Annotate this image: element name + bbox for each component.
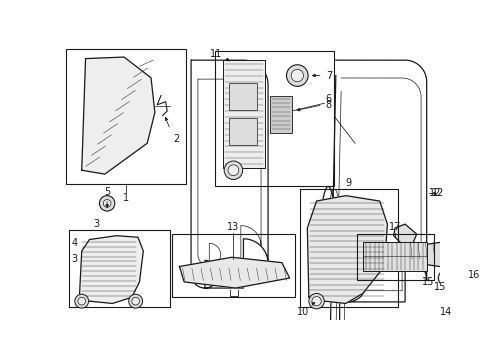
Circle shape xyxy=(224,161,243,180)
Polygon shape xyxy=(403,237,482,270)
Circle shape xyxy=(438,270,454,286)
Circle shape xyxy=(309,293,324,309)
Text: 4: 4 xyxy=(72,238,78,248)
Text: 5: 5 xyxy=(104,187,110,197)
Text: 6: 6 xyxy=(326,94,332,104)
Text: 15: 15 xyxy=(434,282,446,292)
Circle shape xyxy=(75,294,89,308)
Text: 7: 7 xyxy=(326,71,332,81)
Text: 1: 1 xyxy=(122,193,129,203)
Circle shape xyxy=(312,297,321,306)
Circle shape xyxy=(132,297,140,305)
Polygon shape xyxy=(307,195,388,303)
Polygon shape xyxy=(82,57,155,174)
Text: 13: 13 xyxy=(227,222,240,232)
Bar xyxy=(270,95,292,132)
Circle shape xyxy=(129,294,143,308)
Circle shape xyxy=(228,165,239,176)
Text: 10: 10 xyxy=(296,306,309,316)
Circle shape xyxy=(442,274,450,282)
Text: 12: 12 xyxy=(432,188,444,198)
Text: 8: 8 xyxy=(326,100,332,110)
Bar xyxy=(66,49,186,184)
Bar xyxy=(229,118,257,145)
Circle shape xyxy=(291,69,303,82)
Text: 3: 3 xyxy=(72,254,78,264)
Circle shape xyxy=(287,65,308,86)
Text: 2: 2 xyxy=(173,134,179,144)
Circle shape xyxy=(103,199,111,207)
Text: 17: 17 xyxy=(389,222,401,232)
Text: 9: 9 xyxy=(346,178,352,188)
Polygon shape xyxy=(79,236,143,303)
Bar xyxy=(69,230,171,306)
Bar xyxy=(172,234,295,297)
Text: 12: 12 xyxy=(429,188,441,198)
Bar xyxy=(357,234,434,280)
Polygon shape xyxy=(179,257,290,288)
Polygon shape xyxy=(393,224,416,247)
Bar xyxy=(222,60,265,168)
Text: 3: 3 xyxy=(93,219,99,229)
Text: 14: 14 xyxy=(440,306,452,316)
Bar xyxy=(300,189,398,306)
Bar xyxy=(363,242,427,271)
Bar xyxy=(229,83,257,110)
Bar xyxy=(215,51,334,186)
Circle shape xyxy=(99,195,115,211)
Text: 16: 16 xyxy=(467,270,480,280)
Circle shape xyxy=(78,297,86,305)
Text: 11: 11 xyxy=(210,49,222,59)
Text: 15: 15 xyxy=(422,276,435,287)
